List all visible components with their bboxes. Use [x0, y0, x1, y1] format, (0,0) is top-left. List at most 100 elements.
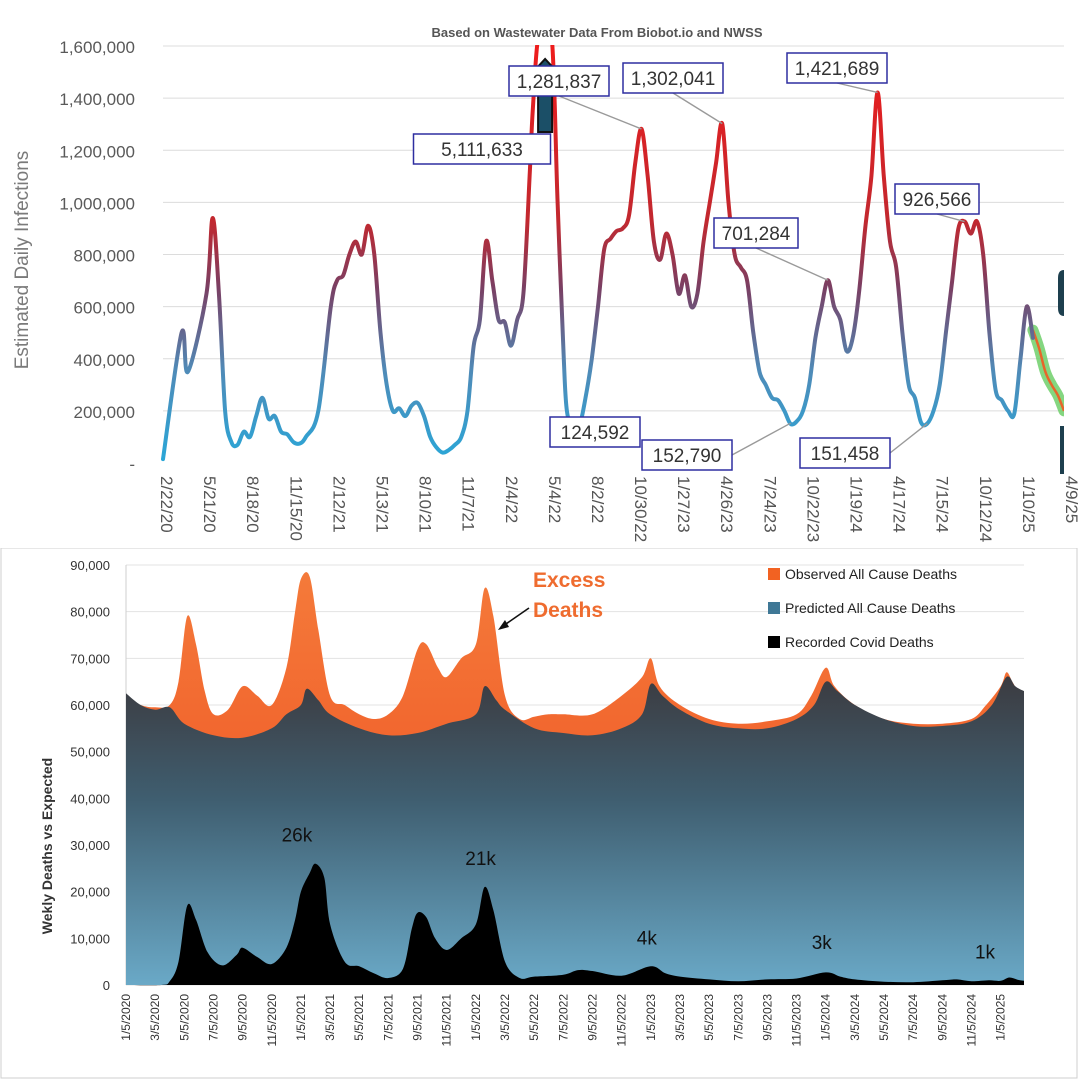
x-tick-label: 10/22/23 — [803, 476, 822, 542]
wastewater-infections-chart: Based on Wastewater Data From Biobot.io … — [12, 25, 1080, 543]
y-tick-label: 800,000 — [74, 247, 135, 266]
callout-box — [641, 439, 733, 471]
y-tick-label: 1,400,000 — [59, 90, 135, 109]
x-tick-label: 4/26/23 — [717, 476, 736, 533]
cropped-bar — [1060, 426, 1064, 474]
x-tick-label: 5/5/2021 — [352, 994, 366, 1041]
predicted-deaths-area — [126, 676, 1024, 985]
callout-label: 5,111,633 — [441, 140, 523, 161]
x-tick-label: 3/5/2021 — [323, 994, 337, 1041]
callouts: 5,111,633 1,281,837 1,302,041 1,421,689 926,… — [412, 52, 980, 471]
x-tick-label: 5/4/22 — [545, 476, 564, 523]
x-tick-label: 1/5/2024 — [819, 994, 833, 1041]
x-tick-label: 10/30/22 — [631, 476, 650, 542]
excess-deaths-annotation: Excess Deaths — [498, 569, 605, 630]
y-tick-label: 1,600,000 — [59, 38, 135, 57]
callout-label: 1,302,041 — [631, 69, 716, 90]
chart-title: Based on Wastewater Data From Biobot.io … — [431, 25, 762, 40]
x-tick-label: 7/5/2023 — [731, 994, 745, 1041]
x-tick-label: 5/5/2024 — [877, 994, 891, 1041]
x-tick-label: 5/5/2022 — [527, 994, 541, 1041]
x-tick-label: 3/5/2020 — [148, 994, 162, 1041]
x-tick-label: 11/5/2022 — [615, 994, 629, 1047]
callout-box — [799, 437, 891, 469]
legend-swatch-observed — [768, 568, 780, 580]
y-axis-ticks: 0 10,000 20,000 30,000 40,000 50,000 60,000 70,… — [70, 558, 110, 993]
projection-line — [1031, 329, 1064, 412]
y-tick-label: - — [129, 455, 135, 474]
area-series — [126, 572, 1024, 986]
callout-box — [508, 65, 610, 97]
x-tick-label: 1/27/23 — [674, 476, 693, 533]
x-tick-label: 4/9/25 — [1062, 476, 1080, 523]
peak-label: 1k — [975, 942, 996, 963]
callout-label: 124,592 — [561, 423, 630, 444]
y-tick-label: 10,000 — [70, 931, 110, 946]
x-tick-label: 11/5/2021 — [440, 994, 454, 1047]
x-tick-label: 7/24/23 — [760, 476, 779, 533]
callout-box — [622, 62, 724, 94]
callout-label: 152,790 — [653, 446, 722, 467]
callout-label: 701,284 — [722, 224, 791, 245]
excess-label-line2: Deaths — [533, 599, 603, 622]
arrow-head-icon — [498, 620, 509, 630]
x-tick-label: 1/5/2022 — [469, 994, 483, 1041]
x-tick-label: 11/5/2024 — [965, 994, 979, 1047]
gridlines — [163, 45, 1064, 412]
x-tick-label: 11/5/2020 — [265, 994, 279, 1047]
callout-label: 1,281,837 — [517, 72, 602, 93]
weekly-deaths-chart: 0 10,000 20,000 30,000 40,000 50,000 60,000 70,… — [0, 548, 1078, 1079]
y-tick-label: 30,000 — [70, 838, 110, 853]
x-tick-label: 7/5/2022 — [556, 994, 570, 1041]
x-tick-label: 11/7/21 — [459, 476, 478, 531]
y-tick-label: 1,000,000 — [59, 194, 135, 213]
y-tick-label: 90,000 — [70, 558, 110, 573]
x-tick-label: 9/5/2023 — [760, 994, 774, 1041]
y-tick-label: 200,000 — [74, 403, 135, 422]
excess-label-line1: Excess — [533, 569, 605, 592]
callout-leader — [936, 213, 965, 223]
x-tick-label: 3/5/2022 — [498, 994, 512, 1041]
y-tick-label: 400,000 — [74, 351, 135, 370]
x-tick-label: 5/5/2020 — [177, 994, 191, 1041]
x-tick-label: 11/5/2023 — [790, 994, 804, 1047]
peak-label: 4k — [637, 928, 658, 949]
y-tick-label: 50,000 — [70, 745, 110, 760]
callout-label: 151,458 — [811, 444, 880, 465]
legend-swatch-predicted — [768, 602, 780, 614]
x-tick-label: 7/5/2020 — [206, 994, 220, 1041]
x-tick-label: 1/5/2023 — [644, 994, 658, 1041]
x-axis-ticks: 1/5/2020 3/5/2020 5/5/2020 7/5/2020 9/5/2020… — [119, 994, 1008, 1047]
callout-leader — [836, 82, 878, 94]
y-tick-label: 1,200,000 — [59, 142, 135, 161]
callout-box — [786, 52, 888, 84]
x-tick-label: 11/15/20 — [286, 476, 305, 541]
legend: Observed All Cause Deaths Predicted All … — [768, 566, 957, 650]
y-axis-ticks: - 200,000 400,000 600,000 800,000 1,000,000 1,… — [59, 38, 135, 474]
y-tick-label: 0 — [103, 978, 110, 993]
x-tick-label: 3/5/2023 — [673, 994, 687, 1041]
x-tick-label: 1/5/2020 — [119, 994, 133, 1041]
x-tick-label: 9/5/2024 — [935, 994, 949, 1041]
x-tick-label: 2/12/21 — [329, 476, 348, 533]
callout-leader — [889, 422, 928, 454]
peak-label: 3k — [812, 933, 833, 954]
callout-box — [713, 217, 799, 249]
callout-label: 1,421,689 — [795, 59, 880, 80]
y-axis-label: Estimated Daily Infections — [12, 151, 33, 370]
x-tick-label: 1/10/25 — [1019, 476, 1038, 533]
x-tick-label: 2/4/22 — [502, 476, 521, 523]
x-tick-label: 1/5/2025 — [994, 994, 1008, 1041]
y-tick-label: 40,000 — [70, 791, 110, 806]
y-tick-label: 600,000 — [74, 299, 135, 318]
x-tick-label: 5/21/20 — [200, 476, 219, 533]
x-tick-label: 10/12/24 — [976, 476, 995, 542]
cropped-marker-icon — [1058, 270, 1064, 316]
y-tick-label: 70,000 — [70, 651, 110, 666]
covid-deaths-area — [126, 863, 1024, 986]
x-tick-label: 5/5/2023 — [702, 994, 716, 1041]
callout-leader — [731, 422, 791, 456]
legend-label-covid: Recorded Covid Deaths — [785, 634, 934, 650]
y-axis-label: Wekly Deaths vs Expected — [39, 758, 55, 934]
x-tick-label: 3/5/2024 — [848, 994, 862, 1041]
